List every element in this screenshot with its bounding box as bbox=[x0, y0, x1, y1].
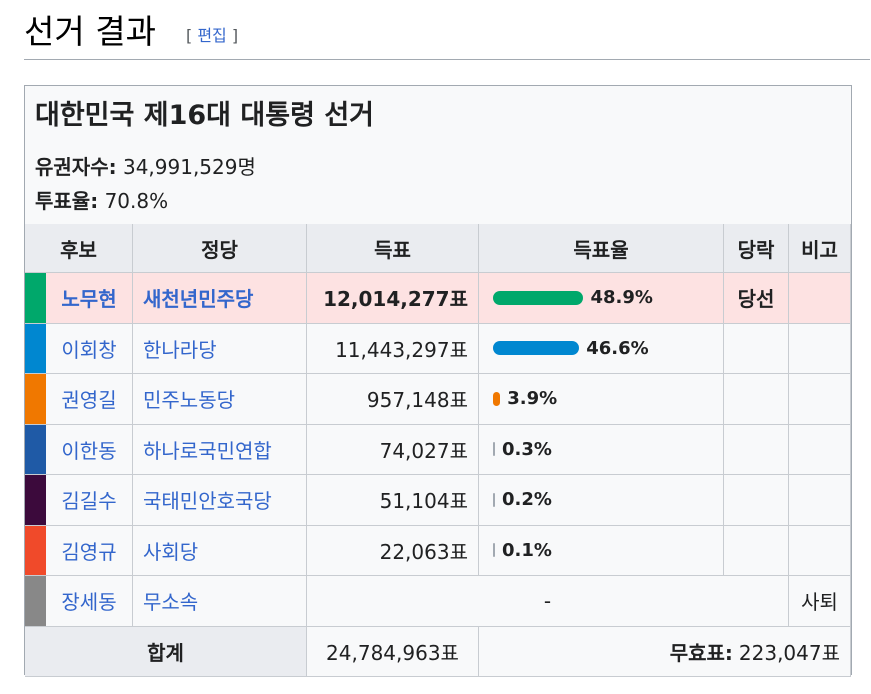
vote-share-bar bbox=[493, 341, 580, 356]
result-cell bbox=[724, 525, 789, 576]
total-label: 합계 bbox=[25, 626, 307, 677]
turnout-info: 투표율: 70.8% bbox=[35, 187, 168, 215]
vote-share-bar bbox=[493, 442, 495, 457]
party-link[interactable]: 국태민안호국당 bbox=[143, 489, 272, 514]
candidate-link[interactable]: 김영규 bbox=[61, 539, 117, 564]
candidate-cell: 이한동 bbox=[46, 424, 133, 475]
vote-share-cell: 46.6% bbox=[479, 323, 724, 374]
candidate-cell: 장세동 bbox=[46, 576, 133, 627]
edit-section: [ 편집 ] bbox=[186, 26, 238, 46]
party-cell: 사회당 bbox=[133, 525, 307, 576]
vote-share-label: 3.9% bbox=[507, 388, 558, 410]
invalid-votes-value: 223,047표 bbox=[738, 640, 840, 665]
header-votes: 득표 bbox=[307, 224, 479, 273]
party-link[interactable]: 새천년민주당 bbox=[143, 287, 254, 312]
invalid-votes-label: 무효표: bbox=[669, 640, 733, 665]
election-results-box: 대한민국 제16대 대통령 선거 유권자수: 34,991,529명 투표율: … bbox=[24, 85, 852, 677]
votes-cell: 11,443,297표 bbox=[307, 323, 479, 374]
vote-share-cell: 0.3% bbox=[479, 424, 724, 475]
electorate-label: 유권자수: bbox=[35, 155, 117, 179]
party-cell: 무소속 bbox=[133, 576, 307, 627]
party-color-swatch bbox=[25, 323, 46, 374]
candidate-link[interactable]: 이한동 bbox=[61, 438, 117, 463]
vote-share-label: 0.3% bbox=[502, 438, 552, 460]
candidate-link[interactable]: 노무현 bbox=[61, 287, 117, 312]
party-color-swatch bbox=[25, 475, 46, 526]
vote-share-bar bbox=[493, 543, 495, 558]
turnout-label: 투표율: bbox=[35, 189, 99, 213]
note-cell bbox=[789, 424, 851, 475]
electorate-value: 34,991,529명 bbox=[122, 155, 256, 179]
note-cell: 사퇴 bbox=[789, 576, 851, 627]
party-link[interactable]: 사회당 bbox=[143, 539, 199, 564]
candidate-cell: 권영길 bbox=[46, 374, 133, 425]
header-party: 정당 bbox=[133, 224, 307, 273]
party-cell: 하나로국민연합 bbox=[133, 424, 307, 475]
candidate-link[interactable]: 권영길 bbox=[61, 388, 117, 413]
party-cell: 민주노동당 bbox=[133, 374, 307, 425]
note-cell bbox=[789, 525, 851, 576]
note-cell bbox=[789, 475, 851, 526]
result-cell bbox=[724, 323, 789, 374]
party-link[interactable]: 무소속 bbox=[143, 590, 199, 615]
result-cell bbox=[724, 475, 789, 526]
candidate-link[interactable]: 이회창 bbox=[61, 337, 117, 362]
election-title: 대한민국 제16대 대통령 선거 bbox=[35, 100, 375, 131]
result-cell: 당선 bbox=[724, 273, 789, 324]
party-color-swatch bbox=[25, 374, 46, 425]
header-result: 당락 bbox=[724, 224, 789, 273]
candidate-cell: 노무현 bbox=[46, 273, 133, 324]
party-color-swatch bbox=[25, 525, 46, 576]
party-cell: 새천년민주당 bbox=[133, 273, 307, 324]
vote-share-bar bbox=[493, 290, 584, 305]
vote-share-bar bbox=[493, 391, 501, 406]
vote-share-bar bbox=[493, 492, 495, 507]
votes-cell: 12,014,277표 bbox=[307, 273, 479, 324]
party-cell: 국태민안호국당 bbox=[133, 475, 307, 526]
vote-share-label: 46.6% bbox=[586, 337, 649, 359]
votes-dash-cell: - bbox=[307, 576, 789, 627]
note-cell bbox=[789, 374, 851, 425]
candidate-link[interactable]: 김길수 bbox=[61, 489, 117, 514]
total-votes: 24,784,963표 bbox=[307, 626, 479, 677]
vote-share-cell: 0.1% bbox=[479, 525, 724, 576]
votes-cell: 51,104표 bbox=[307, 475, 479, 526]
result-cell bbox=[724, 374, 789, 425]
edit-bracket-open: [ bbox=[186, 26, 198, 45]
votes-cell: 957,148표 bbox=[307, 374, 479, 425]
vote-share-cell: 3.9% bbox=[479, 374, 724, 425]
votes-cell: 22,063표 bbox=[307, 525, 479, 576]
candidate-cell: 이회창 bbox=[46, 323, 133, 374]
party-link[interactable]: 하나로국민연합 bbox=[143, 438, 272, 463]
votes-cell: 74,027표 bbox=[307, 424, 479, 475]
vote-share-label: 0.1% bbox=[502, 539, 552, 561]
vote-share-cell: 48.9% bbox=[479, 273, 724, 324]
edit-link[interactable]: 편집 bbox=[197, 26, 227, 45]
header-share: 득표율 bbox=[479, 224, 724, 273]
party-color-swatch bbox=[25, 576, 46, 627]
header-candidate: 후보 bbox=[25, 224, 133, 273]
section-title: 선거 결과 bbox=[24, 12, 156, 51]
vote-share-label: 48.9% bbox=[590, 287, 653, 309]
electorate-info: 유권자수: 34,991,529명 bbox=[35, 153, 256, 181]
result-cell bbox=[724, 424, 789, 475]
candidate-link[interactable]: 장세동 bbox=[61, 590, 117, 615]
party-color-swatch bbox=[25, 424, 46, 475]
section-heading: 선거 결과 [ 편집 ] bbox=[24, 4, 870, 60]
edit-bracket-close: ] bbox=[226, 26, 239, 45]
party-link[interactable]: 한나라당 bbox=[143, 337, 217, 362]
candidate-cell: 김영규 bbox=[46, 525, 133, 576]
party-link[interactable]: 민주노동당 bbox=[143, 388, 235, 413]
note-cell bbox=[789, 273, 851, 324]
turnout-value: 70.8% bbox=[104, 189, 169, 213]
vote-share-label: 0.2% bbox=[502, 489, 552, 511]
header-note: 비고 bbox=[789, 224, 851, 273]
invalid-votes-cell: 무효표: 223,047표 bbox=[479, 626, 851, 677]
party-color-swatch bbox=[25, 273, 46, 324]
note-cell bbox=[789, 323, 851, 374]
candidate-cell: 김길수 bbox=[46, 475, 133, 526]
party-cell: 한나라당 bbox=[133, 323, 307, 374]
vote-share-cell: 0.2% bbox=[479, 475, 724, 526]
